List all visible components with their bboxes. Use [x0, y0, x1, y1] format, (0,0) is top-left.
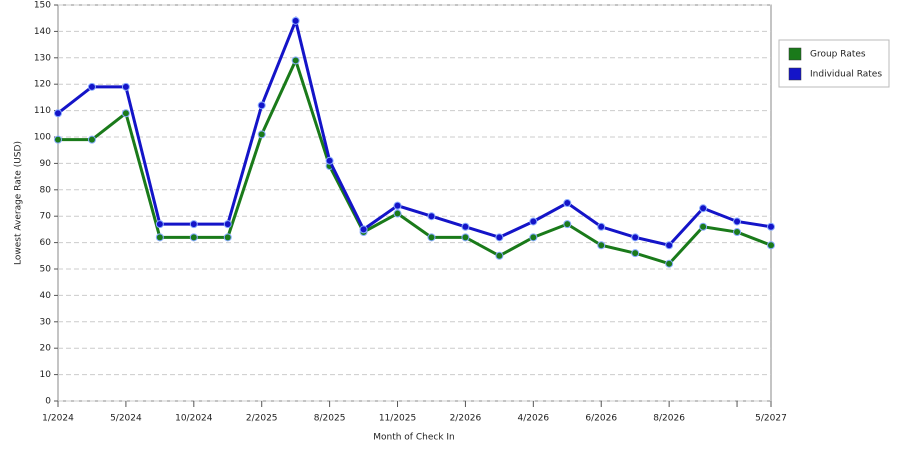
x-tick-label: 4/2026 [517, 414, 549, 424]
y-tick-label: 40 [40, 291, 52, 301]
point [529, 217, 538, 226]
point [733, 217, 742, 226]
legend-swatch [788, 47, 802, 61]
y-tick-label: 100 [34, 133, 51, 143]
x-tick-label: 8/2025 [314, 414, 346, 424]
point [699, 204, 708, 213]
point [767, 222, 775, 231]
point [461, 222, 470, 231]
y-tick-label: 30 [40, 317, 52, 327]
y-tick-label: 70 [40, 212, 52, 222]
point [121, 109, 130, 118]
y-tick-label: 50 [40, 265, 52, 275]
point [325, 156, 334, 165]
x-axis-title: Month of Check In [373, 433, 455, 443]
point [597, 241, 606, 250]
point [427, 212, 436, 221]
point [597, 222, 606, 231]
point [257, 130, 266, 139]
point [393, 209, 402, 218]
point [121, 82, 130, 91]
legend-label: Individual Rates [810, 70, 882, 80]
point [223, 220, 232, 229]
point [87, 82, 96, 91]
legend-label: Group Rates [810, 50, 866, 60]
point [291, 16, 300, 25]
point [87, 135, 96, 144]
point [155, 233, 164, 242]
point [427, 233, 436, 242]
point [54, 109, 62, 118]
point [291, 56, 300, 65]
point [665, 241, 674, 250]
x-tick-label: 2/2026 [450, 414, 482, 424]
y-tick-label: 110 [34, 106, 51, 116]
point [733, 228, 742, 237]
y-tick-label: 20 [40, 344, 52, 354]
y-tick-label: 140 [34, 27, 51, 37]
y-tick-label: 90 [40, 159, 52, 169]
point [359, 225, 368, 234]
point [495, 233, 504, 242]
point [155, 220, 164, 229]
point [631, 233, 640, 242]
legend-swatch [788, 67, 802, 81]
point [495, 251, 504, 260]
point [563, 220, 572, 229]
x-tick-label: 8/2026 [653, 414, 685, 424]
y-tick-label: 80 [40, 185, 52, 195]
x-tick-label: 1/2024 [42, 414, 74, 424]
plot-area [57, 4, 772, 402]
x-tick-label: 10/2024 [175, 414, 213, 424]
point [665, 259, 674, 268]
point [257, 101, 266, 110]
y-tick-label: 120 [34, 80, 51, 90]
point [189, 220, 198, 229]
point [699, 222, 708, 231]
y-tick-label: 130 [34, 53, 51, 63]
x-tick-label: 11/2025 [379, 414, 416, 424]
point [563, 199, 572, 207]
point [223, 233, 232, 242]
x-tick-label: 6/2026 [585, 414, 617, 424]
y-axis-title: Lowest Average Rate (USD) [14, 141, 24, 265]
point [54, 135, 62, 144]
y-tick-label: 150 [34, 1, 51, 11]
x-tick-label: 5/2027 [755, 414, 787, 424]
series-line [57, 15, 772, 247]
y-tick-label: 60 [40, 238, 52, 248]
point [767, 241, 775, 250]
point [189, 233, 198, 242]
y-tick-label: 0 [45, 397, 51, 407]
point [393, 201, 402, 210]
point [529, 233, 538, 242]
point [461, 233, 470, 242]
point [631, 249, 640, 258]
series-line [58, 56, 772, 266]
x-tick-label: 2/2025 [246, 414, 278, 424]
x-tick-label: 5/2024 [110, 414, 142, 424]
y-tick-label: 10 [40, 370, 52, 380]
